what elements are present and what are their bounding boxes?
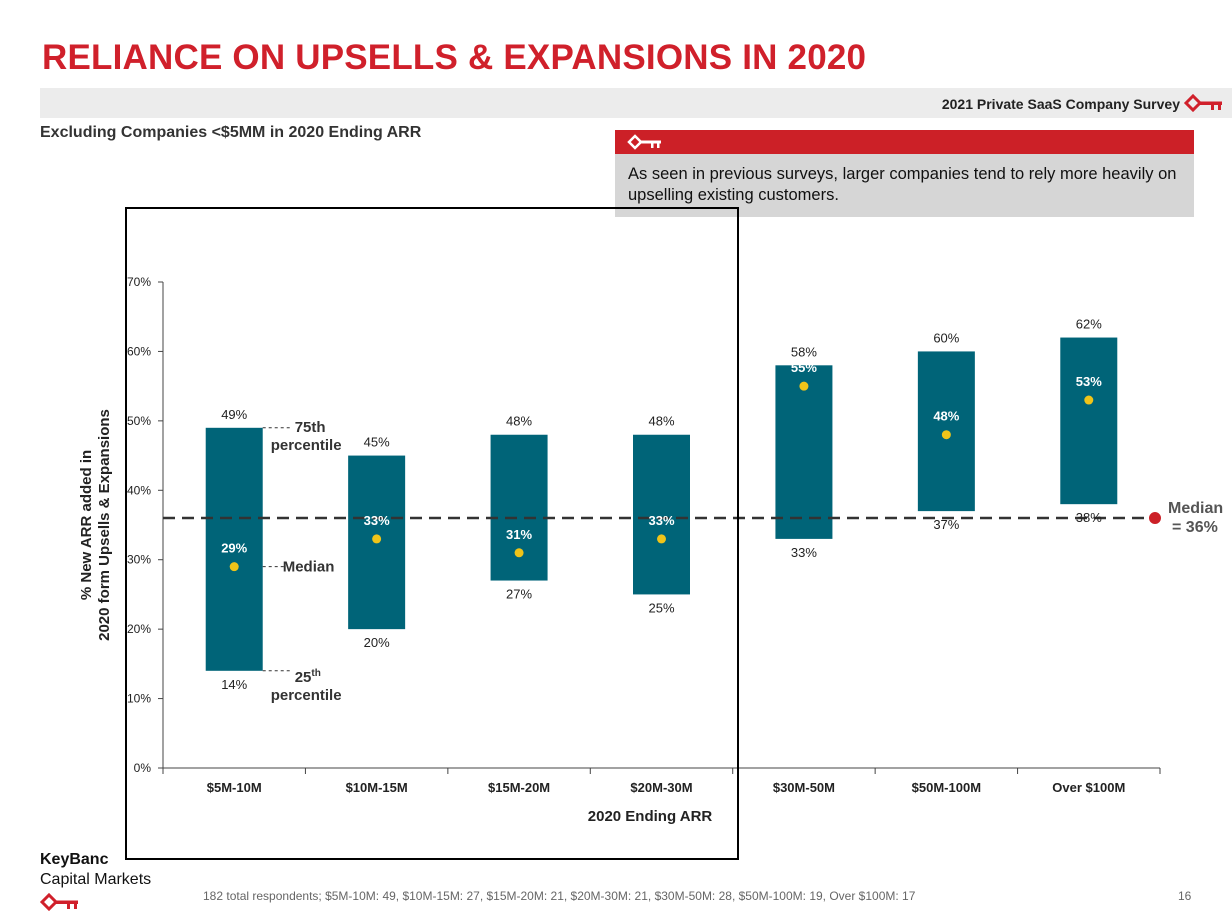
p25-label: 37% [933,517,959,532]
p75-label: 58% [791,344,817,359]
y-tick-label: 50% [127,414,151,428]
brand-subname: Capital Markets [40,871,152,888]
y-tick-label: 10% [127,692,151,706]
x-tick-label: $50M-100M [912,780,981,795]
survey-label: 2021 Private SaaS Company Survey [941,96,1180,112]
callout-header [615,130,1194,154]
x-tick-label: $5M-10M [207,780,262,795]
p25-label: 33% [791,545,817,560]
key-icon [627,134,663,155]
median-dot [229,562,239,572]
p25-label: 14% [221,677,247,692]
x-axis-title: 2020 Ending ARR [588,808,713,825]
p75-label: 48% [506,414,532,429]
p75-annotation: 75th [295,419,326,436]
median-label: 33% [364,513,390,528]
key-icon [39,892,80,916]
p75-label: 62% [1076,317,1102,332]
median-label: 31% [506,527,532,542]
y-tick-label: 30% [127,553,151,567]
range-bar [633,434,690,595]
y-axis-title: % New ARR added in2020 form Upsells & Ex… [78,409,113,641]
median-label: 53% [1076,374,1102,389]
median-dot [514,548,524,558]
median-dot [799,381,809,391]
p75-annotation-line2: percentile [271,437,342,454]
median-label: 48% [933,409,959,424]
median-dot [372,534,382,544]
p75-label: 45% [364,435,390,450]
p25-label: 38% [1076,510,1102,525]
p25-label: 25% [648,600,674,615]
y-tick-label: 60% [127,344,151,358]
x-tick-label: $10M-15M [346,780,408,795]
page-title: RELIANCE ON UPSELLS & EXPANSIONS IN 2020 [42,38,867,77]
x-tick-label: Over $100M [1052,780,1125,795]
overall-median-marker [1149,512,1161,525]
p25-annotation-line2: percentile [271,687,342,704]
range-bar [1060,337,1118,505]
x-tick-label: $20M-30M [630,780,692,795]
median-annotation: Median [283,559,335,576]
p75-label: 48% [648,414,674,429]
median-dot [1084,395,1094,405]
p25-label: 27% [506,587,532,602]
callout-box: As seen in previous surveys, larger comp… [615,130,1194,217]
p25-label: 20% [364,635,390,650]
y-tick-label: 20% [127,622,151,636]
range-bar [205,427,263,671]
brand-name: KeyBanc [40,851,109,868]
page-number: 16 [1178,889,1192,903]
range-bar [775,365,833,539]
p75-label: 60% [933,330,959,345]
median-label: 33% [648,513,674,528]
y-tick-label: 40% [127,483,151,497]
overall-median-value: = 36% [1172,519,1218,536]
callout-text: As seen in previous surveys, larger comp… [628,165,1177,204]
x-tick-label: $30M-50M [773,780,835,795]
chart-subtitle: Excluding Companies <$5MM in 2020 Ending… [40,124,422,141]
median-dot [941,430,951,440]
footnote: 182 total respondents; $5M-10M: 49, $10M… [203,889,916,903]
p75-label: 49% [221,407,247,422]
highlight-frame [125,207,739,860]
median-label: 55% [791,360,817,375]
y-tick-label: 0% [134,761,152,775]
overall-median-label: Median [1168,500,1223,517]
median-label: 29% [221,541,247,556]
x-tick-label: $15M-20M [488,780,550,795]
y-tick-label: 70% [127,275,151,289]
key-icon [1183,93,1224,117]
median-dot [657,534,666,544]
survey-banner: 2021 Private SaaS Company Survey [40,88,1232,118]
